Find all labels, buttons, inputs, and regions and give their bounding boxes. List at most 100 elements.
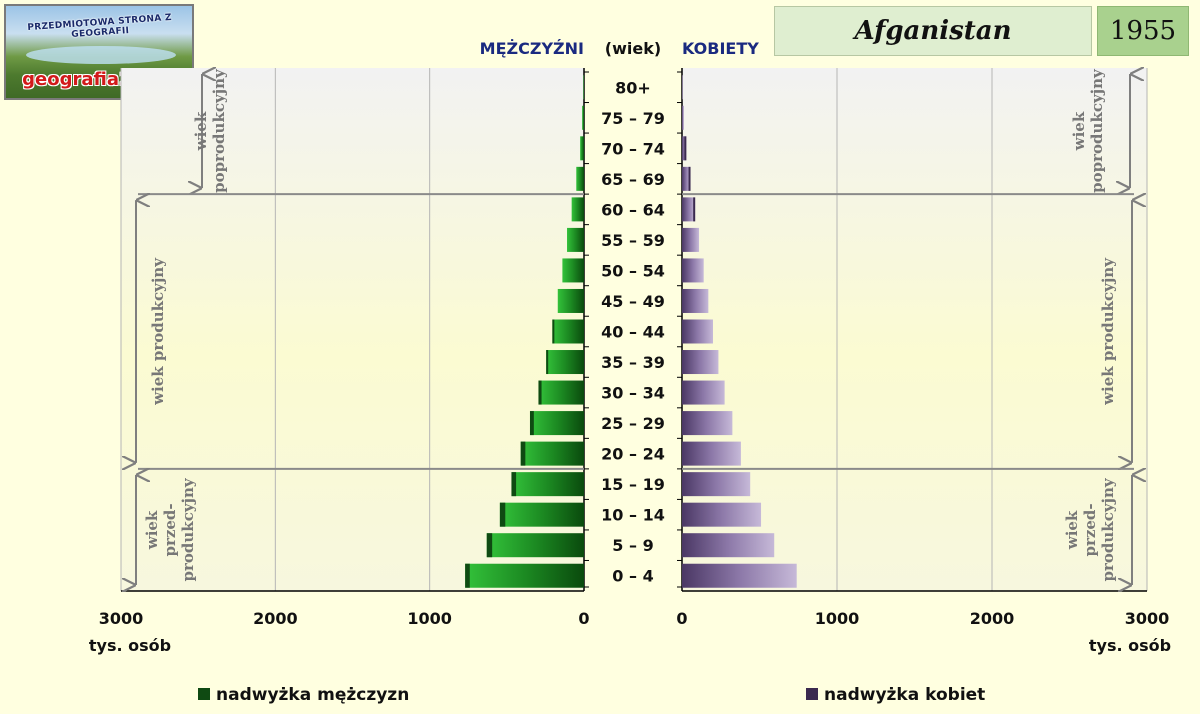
male-series-title: MĘŻCZYŹNI [480, 39, 584, 58]
age-group-label: 5 – 9 [612, 536, 653, 555]
male-age-band-label: wiek przed-produkcyjny [143, 477, 197, 581]
age-group-label: 15 – 19 [601, 475, 665, 494]
female-bar [682, 136, 687, 161]
female-bar [682, 258, 704, 283]
female-surplus-bar [684, 136, 687, 161]
male-x-tick-label: 0 [578, 609, 589, 628]
age-band-label-line: poprodukcyjny [210, 68, 228, 193]
age-band-label-line: wiek [192, 111, 210, 151]
age-group-label: 10 – 14 [601, 506, 665, 525]
female-bar [682, 319, 713, 344]
male-surplus-bar [520, 441, 526, 466]
year-badge: 1955 [1097, 6, 1189, 56]
age-group-label: 80+ [615, 78, 651, 97]
female-bar [682, 197, 696, 222]
male-bar [520, 441, 584, 466]
male-bar [557, 288, 584, 313]
male-surplus-bar [499, 502, 506, 527]
age-group-label: 65 – 69 [601, 170, 665, 189]
male-bar [583, 75, 584, 100]
age-group-label: 70 – 74 [601, 139, 665, 158]
legend-female-surplus-label: nadwyżka kobiet [824, 685, 985, 705]
age-band-label-line: wiek produkcyjny [1099, 257, 1117, 406]
female-bar [682, 411, 733, 436]
female-bar [682, 502, 762, 527]
country-title: Afganistan [774, 6, 1092, 56]
age-group-label: 75 – 79 [601, 109, 665, 128]
female-age-band-label: wiek przed-produkcyjny [1063, 477, 1117, 581]
male-bar [552, 319, 584, 344]
male-bar [582, 105, 584, 130]
female-bar [682, 75, 683, 100]
age-group-label: 35 – 39 [601, 353, 665, 372]
age-band-label-line: przed- [1081, 503, 1099, 556]
site-logo[interactable]: PRZEDMIOTOWA STRONA Z GEOGRAFII geografi… [4, 4, 194, 100]
age-band-label-line: produkcyjny [179, 477, 197, 581]
legend-female-surplus-swatch [806, 688, 818, 700]
male-surplus-bar [511, 472, 517, 497]
female-bar [682, 105, 684, 130]
age-band-label-line: produkcyjny [1099, 477, 1117, 581]
male-bar [538, 380, 584, 405]
female-bar [682, 533, 775, 558]
age-band-label-line: wiek [1063, 510, 1081, 550]
age-axis-label: (wiek) [605, 39, 661, 58]
male-bar [567, 227, 584, 252]
male-surplus-bar [486, 533, 493, 558]
age-group-label: 60 – 64 [601, 200, 665, 219]
age-group-label: 20 – 24 [601, 445, 665, 464]
male-surplus-bar [546, 350, 549, 375]
female-unit-label: tys. osób [1089, 636, 1171, 655]
female-surplus-bar [688, 166, 691, 191]
male-bar [576, 166, 584, 191]
female-bar [682, 288, 709, 313]
male-bar [529, 411, 584, 436]
male-age-band-label: wiek poprodukcyjny [192, 68, 228, 193]
age-group-label: 0 – 4 [612, 567, 653, 586]
male-surplus-bar [538, 380, 542, 405]
logo-river-image [26, 46, 176, 64]
age-group-label: 40 – 44 [601, 323, 665, 342]
male-bar [562, 258, 584, 283]
age-band-label-line: przed- [161, 503, 179, 556]
male-bar [511, 472, 584, 497]
female-bar [682, 380, 725, 405]
male-surplus-bar [465, 563, 470, 588]
legend-male-surplus-swatch [198, 688, 210, 700]
male-bar [486, 533, 584, 558]
age-group-label: 55 – 59 [601, 231, 665, 250]
female-bar [682, 227, 700, 252]
age-group-label: 30 – 34 [601, 384, 665, 403]
female-bar [682, 166, 691, 191]
age-group-label: 25 – 29 [601, 414, 665, 433]
female-series-title: KOBIETY [682, 39, 759, 58]
male-bar [571, 197, 584, 222]
male-age-band-label: wiek produkcyjny [149, 257, 167, 406]
male-surplus-bar [529, 411, 534, 436]
female-x-tick-label: 1000 [815, 609, 860, 628]
female-age-band-label: wiek poprodukcyjny [1070, 68, 1106, 193]
age-band-label-line: poprodukcyjny [1088, 68, 1106, 193]
age-group-label: 50 – 54 [601, 261, 665, 280]
age-band-label-line: wiek produkcyjny [149, 257, 167, 406]
female-bar [682, 350, 719, 375]
female-bar [682, 441, 741, 466]
male-bar [546, 350, 584, 375]
female-x-tick-label: 2000 [970, 609, 1015, 628]
male-unit-label: tys. osób [89, 636, 171, 655]
male-bar [580, 136, 584, 161]
male-surplus-bar [552, 319, 555, 344]
female-age-band-label: wiek produkcyjny [1099, 257, 1117, 406]
male-bar [499, 502, 584, 527]
female-surplus-bar [693, 197, 696, 222]
female-x-tick-label: 0 [676, 609, 687, 628]
male-x-tick-label: 3000 [99, 609, 144, 628]
female-x-tick-label: 3000 [1125, 609, 1170, 628]
male-x-tick-label: 2000 [253, 609, 298, 628]
age-band-label-line: wiek [143, 510, 161, 550]
age-band-label-line: wiek [1070, 111, 1088, 151]
female-bar [682, 563, 797, 588]
male-x-tick-label: 1000 [407, 609, 452, 628]
male-bar [465, 563, 584, 588]
